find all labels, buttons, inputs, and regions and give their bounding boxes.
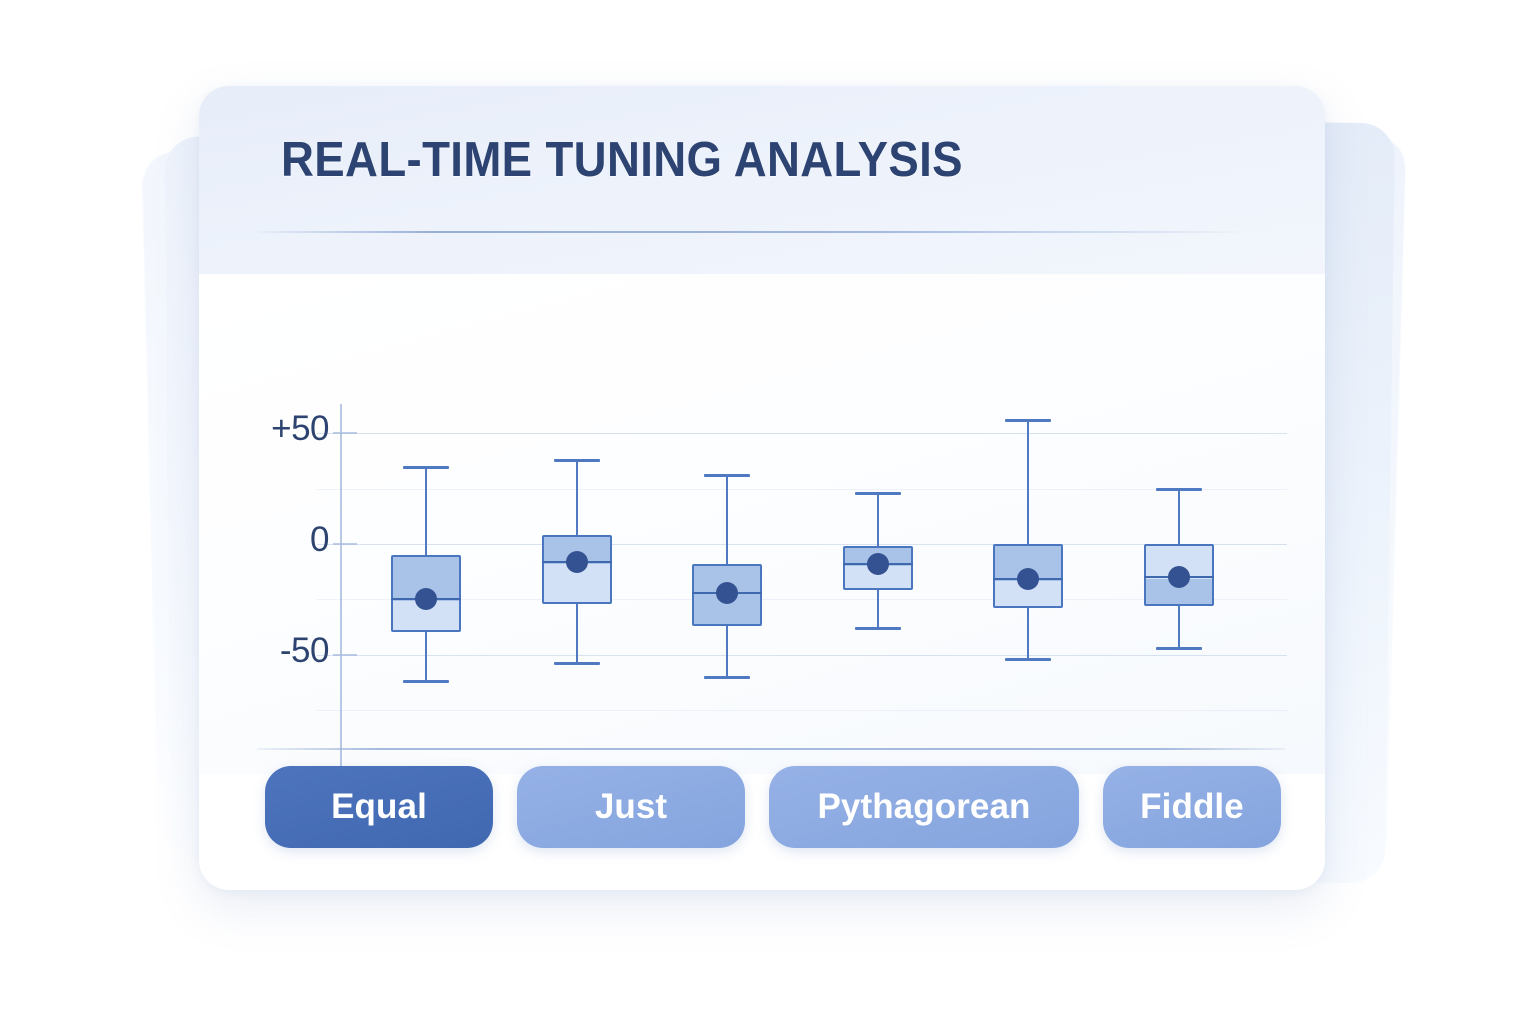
- y-axis-tick-mark: [333, 543, 357, 545]
- gridline: [317, 544, 1287, 545]
- x-axis-line: [257, 748, 1285, 750]
- tuning-button-fiddle[interactable]: Fiddle: [1103, 766, 1281, 848]
- plot-canvas: +500-50 GABCDF: [199, 274, 1325, 813]
- tuning-system-button-group[interactable]: Equal Just Pythagorean Fiddle: [265, 766, 1281, 848]
- median-marker-dot: [415, 588, 437, 611]
- whisker-cap-lower: [1005, 658, 1051, 662]
- box-iqr: [541, 535, 612, 604]
- tuning-button-pythagorean[interactable]: Pythagorean: [769, 766, 1079, 848]
- boxplot-chart: +500-50 GABCDF: [199, 274, 1325, 813]
- whisker-cap-upper: [854, 492, 901, 496]
- box-lower-half: [844, 565, 911, 589]
- whisker-cap-upper: [1155, 487, 1202, 491]
- whisker-cap-upper: [553, 458, 600, 462]
- page-title: REAL-TIME TUNING ANALYSIS: [281, 133, 963, 187]
- y-axis-tick-mark: [333, 432, 357, 435]
- gridline: [317, 488, 1287, 490]
- gridline: [317, 433, 1287, 435]
- whisker-cap-lower: [704, 675, 750, 679]
- whisker-cap-upper: [704, 474, 750, 478]
- median-marker-dot: [565, 550, 588, 573]
- y-axis-tick-label: -50: [279, 630, 330, 670]
- whisker-cap-lower: [553, 662, 600, 666]
- y-axis-tick-label: +50: [271, 409, 329, 449]
- median-marker-dot: [716, 581, 738, 604]
- whisker-cap-lower: [1155, 646, 1202, 650]
- y-axis-tick-mark: [333, 653, 357, 656]
- whisker-cap-upper: [1005, 419, 1051, 423]
- tuning-button-equal[interactable]: Equal: [265, 766, 493, 848]
- median-marker-dot: [866, 552, 889, 575]
- y-axis-tick-label: 0: [310, 520, 329, 559]
- gridline: [317, 599, 1287, 601]
- gridline: [317, 709, 1287, 711]
- median-marker-dot: [1017, 568, 1039, 591]
- whisker-line: [1027, 420, 1029, 660]
- analysis-card: REAL-TIME TUNING ANALYSIS +500-50 GABCDF…: [199, 86, 1325, 890]
- whisker-cap-upper: [403, 465, 449, 469]
- whisker-cap-lower: [403, 680, 449, 684]
- median-marker-dot: [1167, 566, 1190, 589]
- title-divider: [259, 231, 1237, 233]
- tuning-button-just[interactable]: Just: [517, 766, 745, 848]
- box-iqr: [842, 546, 913, 591]
- gridline: [317, 654, 1287, 656]
- y-axis-line: [340, 404, 342, 786]
- whisker-cap-lower: [854, 627, 901, 631]
- card-header: REAL-TIME TUNING ANALYSIS: [199, 86, 1325, 274]
